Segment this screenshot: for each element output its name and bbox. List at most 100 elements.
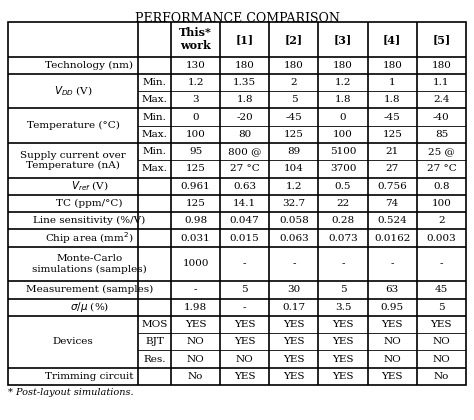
Text: 5: 5 [241, 286, 248, 294]
Text: 1.8: 1.8 [384, 95, 401, 104]
Text: 1.2: 1.2 [335, 78, 351, 87]
Text: 5: 5 [340, 286, 346, 294]
Text: Chip area (mm$^2$): Chip area (mm$^2$) [45, 230, 134, 246]
Text: 0.058: 0.058 [279, 216, 309, 225]
Text: 104: 104 [284, 164, 304, 173]
Text: YES: YES [234, 320, 255, 329]
Text: 95: 95 [189, 147, 202, 156]
Text: 0.961: 0.961 [181, 182, 210, 191]
Text: 1.1: 1.1 [433, 78, 450, 87]
Text: [3]: [3] [334, 34, 352, 45]
Text: 1.8: 1.8 [335, 95, 351, 104]
Text: YES: YES [283, 320, 305, 329]
Text: 180: 180 [333, 61, 353, 70]
Text: 1000: 1000 [182, 260, 209, 268]
Text: -: - [440, 260, 443, 268]
Text: Max.: Max. [142, 164, 167, 173]
Text: 27 °C: 27 °C [427, 164, 456, 173]
Text: Min.: Min. [143, 78, 166, 87]
Text: 0.031: 0.031 [181, 234, 210, 243]
Text: 1: 1 [389, 78, 396, 87]
Text: NO: NO [187, 337, 204, 346]
Text: 1.98: 1.98 [184, 303, 207, 312]
Text: 22: 22 [337, 199, 350, 208]
Text: 0.015: 0.015 [230, 234, 260, 243]
Text: 27: 27 [386, 164, 399, 173]
Text: 0.8: 0.8 [433, 182, 450, 191]
Text: Max.: Max. [142, 95, 167, 104]
Text: 125: 125 [383, 130, 402, 139]
Text: NO: NO [383, 354, 401, 364]
Text: 3: 3 [192, 95, 199, 104]
Text: 25 @: 25 @ [428, 147, 455, 156]
Text: 0.95: 0.95 [381, 303, 404, 312]
Text: 1.2: 1.2 [286, 182, 302, 191]
Text: [1]: [1] [236, 34, 254, 45]
Text: -: - [292, 260, 296, 268]
Text: BJT: BJT [145, 337, 164, 346]
Text: [4]: [4] [383, 34, 401, 45]
Text: Trimming circuit: Trimming circuit [45, 372, 134, 381]
Text: YES: YES [234, 337, 255, 346]
Text: MOS: MOS [141, 320, 168, 329]
Bar [8, 22, 466, 385]
Text: 0.98: 0.98 [184, 216, 207, 225]
Text: 0.063: 0.063 [279, 234, 309, 243]
Text: Max.: Max. [142, 130, 167, 139]
Text: 125: 125 [186, 199, 206, 208]
Text: No: No [188, 372, 203, 381]
Text: $V_{DD}$ (V): $V_{DD}$ (V) [54, 84, 92, 98]
Text: 30: 30 [287, 286, 301, 294]
Text: 0.28: 0.28 [331, 216, 355, 225]
Text: YES: YES [185, 320, 206, 329]
Text: 180: 180 [235, 61, 255, 70]
Text: Min.: Min. [143, 147, 166, 156]
Text: YES: YES [382, 372, 403, 381]
Text: -: - [243, 303, 246, 312]
Text: 125: 125 [186, 164, 206, 173]
Text: 1.2: 1.2 [187, 78, 204, 87]
Text: -40: -40 [433, 113, 450, 121]
Text: YES: YES [234, 372, 255, 381]
Text: Temperature (°C): Temperature (°C) [27, 121, 119, 130]
Text: 2: 2 [291, 78, 297, 87]
Text: No: No [434, 372, 449, 381]
Text: 0.003: 0.003 [427, 234, 456, 243]
Text: 1.8: 1.8 [237, 95, 253, 104]
Text: Devices: Devices [53, 337, 93, 346]
Text: 800 @: 800 @ [228, 147, 262, 156]
Text: 180: 180 [431, 61, 451, 70]
Text: This*
work: This* work [179, 27, 212, 51]
Text: [2]: [2] [285, 34, 303, 45]
Text: -45: -45 [285, 113, 302, 121]
Text: -20: -20 [237, 113, 253, 121]
Text: NO: NO [187, 354, 204, 364]
Text: 3.5: 3.5 [335, 303, 351, 312]
Text: 14.1: 14.1 [233, 199, 256, 208]
Text: 27 °C: 27 °C [230, 164, 260, 173]
Text: 180: 180 [383, 61, 402, 70]
Text: 85: 85 [435, 130, 448, 139]
Text: YES: YES [332, 320, 354, 329]
Text: YES: YES [283, 337, 305, 346]
Text: 130: 130 [186, 61, 206, 70]
Text: 100: 100 [186, 130, 206, 139]
Text: 5: 5 [291, 95, 297, 104]
Text: Supply current over
Temperature (nA): Supply current over Temperature (nA) [20, 150, 126, 170]
Text: Measurement (samples): Measurement (samples) [26, 285, 153, 294]
Text: 0.5: 0.5 [335, 182, 351, 191]
Text: YES: YES [283, 354, 305, 364]
Text: 1.35: 1.35 [233, 78, 256, 87]
Text: 180: 180 [284, 61, 304, 70]
Text: NO: NO [383, 337, 401, 346]
Text: YES: YES [431, 320, 452, 329]
Text: 0.047: 0.047 [230, 216, 260, 225]
Text: 2.4: 2.4 [433, 95, 450, 104]
Text: Monte-Carlo
simulations (samples): Monte-Carlo simulations (samples) [32, 254, 147, 274]
Text: YES: YES [332, 354, 354, 364]
Text: -: - [391, 260, 394, 268]
Text: NO: NO [433, 337, 450, 346]
Text: 0.756: 0.756 [377, 182, 407, 191]
Text: 0.524: 0.524 [377, 216, 407, 225]
Text: -45: -45 [384, 113, 401, 121]
